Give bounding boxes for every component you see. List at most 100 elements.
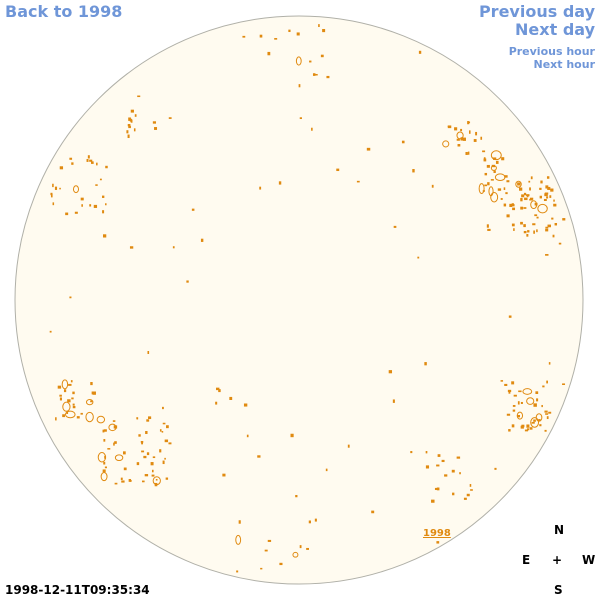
- contour-mark: [146, 452, 150, 456]
- contour-mark: [526, 428, 530, 431]
- contour-mark: [460, 128, 463, 132]
- year-marker-link[interactable]: 1998: [423, 528, 451, 539]
- next-day-link[interactable]: Next day: [515, 20, 595, 39]
- contour-mark: [136, 417, 139, 419]
- contour-mark: [151, 469, 154, 473]
- contour-mark: [72, 185, 80, 194]
- contour-mark: [295, 494, 298, 498]
- next-hour-link[interactable]: Next hour: [533, 58, 596, 71]
- contour-mark: [388, 370, 393, 374]
- contour-mark: [511, 424, 515, 428]
- contour-mark: [186, 280, 189, 283]
- contour-mark: [534, 202, 538, 206]
- contour-mark: [417, 256, 420, 259]
- contour-mark: [102, 195, 105, 198]
- contour-mark: [288, 29, 291, 33]
- contour-mark: [137, 95, 141, 98]
- contour-mark: [145, 431, 148, 435]
- contour-mark: [526, 194, 530, 197]
- contour-mark: [503, 187, 506, 190]
- contour-mark: [544, 193, 548, 197]
- contour-mark: [562, 383, 566, 385]
- contour-mark: [72, 405, 76, 409]
- contour-mark: [312, 73, 316, 76]
- contour-mark: [539, 424, 542, 427]
- contour-mark: [462, 137, 466, 141]
- contour-mark: [511, 381, 515, 385]
- contour-mark: [562, 218, 566, 221]
- back-to-year-link[interactable]: Back to 1998: [5, 2, 123, 21]
- contour-mark: [469, 484, 472, 487]
- contour-mark: [229, 396, 233, 401]
- contour-mark: [91, 161, 94, 164]
- contour-mark: [484, 172, 488, 176]
- contour-mark: [91, 391, 95, 395]
- contour-mark: [457, 144, 461, 147]
- contour-mark: [238, 520, 241, 524]
- contour-mark: [434, 487, 438, 490]
- contour-mark: [80, 412, 83, 415]
- contour-mark: [59, 394, 62, 397]
- contour-mark: [216, 387, 220, 391]
- contour-mark: [95, 184, 98, 186]
- contour-mark: [141, 480, 145, 483]
- contour-mark: [490, 179, 494, 181]
- solar-disk: [14, 15, 584, 585]
- contour-mark: [517, 401, 520, 405]
- contour-mark: [59, 187, 61, 190]
- contour-mark: [523, 192, 527, 196]
- previous-hour-link[interactable]: Previous hour: [508, 45, 595, 58]
- contour-mark: [143, 455, 147, 459]
- contour-mark: [264, 549, 268, 552]
- contour-mark: [544, 429, 547, 432]
- contour-mark: [66, 411, 69, 414]
- contour-mark: [128, 125, 131, 129]
- contour-mark: [519, 187, 523, 191]
- contour-mark: [543, 198, 547, 202]
- previous-day-link[interactable]: Previous day: [478, 2, 595, 21]
- contour-mark: [242, 35, 246, 38]
- contour-mark: [401, 140, 405, 144]
- contour-mark: [296, 32, 300, 36]
- contour-mark: [529, 187, 531, 191]
- contour-mark: [523, 224, 526, 228]
- contour-mark: [290, 433, 294, 438]
- contour-mark: [68, 383, 72, 386]
- contour-mark: [129, 246, 134, 249]
- contour-mark: [52, 202, 55, 206]
- contour-mark: [505, 192, 508, 195]
- contour-mark: [259, 34, 263, 38]
- contour-mark: [522, 388, 533, 395]
- contour-mark: [548, 362, 551, 365]
- year-marker-label[interactable]: 1998: [423, 528, 451, 539]
- contour-mark: [553, 203, 557, 207]
- contour-mark: [61, 379, 69, 390]
- contour-mark: [545, 413, 549, 415]
- contour-mark: [112, 420, 116, 422]
- contour-mark: [497, 188, 502, 191]
- contour-mark: [65, 212, 69, 216]
- contour-mark: [506, 180, 510, 183]
- contour-mark: [90, 400, 93, 403]
- contour-mark: [424, 362, 427, 366]
- contour-mark: [531, 421, 535, 424]
- contour-mark: [164, 457, 166, 460]
- contour-mark: [347, 444, 350, 448]
- contour-mark: [278, 181, 282, 185]
- contour-mark: [526, 397, 535, 405]
- contour-mark: [318, 24, 320, 28]
- contour-mark: [490, 165, 497, 171]
- contour-mark: [529, 427, 533, 430]
- compass-north: N: [554, 523, 565, 537]
- contour-mark: [71, 397, 74, 400]
- contour-mark: [62, 414, 65, 418]
- contour-mark: [162, 406, 164, 410]
- contour-mark: [146, 419, 150, 422]
- contour-mark: [59, 166, 64, 170]
- contour-mark: [159, 449, 162, 453]
- contour-mark: [482, 150, 486, 153]
- contour-mark: [495, 160, 499, 164]
- contour-mark: [130, 109, 134, 113]
- contour-mark: [500, 380, 504, 382]
- contour-mark: [141, 450, 145, 453]
